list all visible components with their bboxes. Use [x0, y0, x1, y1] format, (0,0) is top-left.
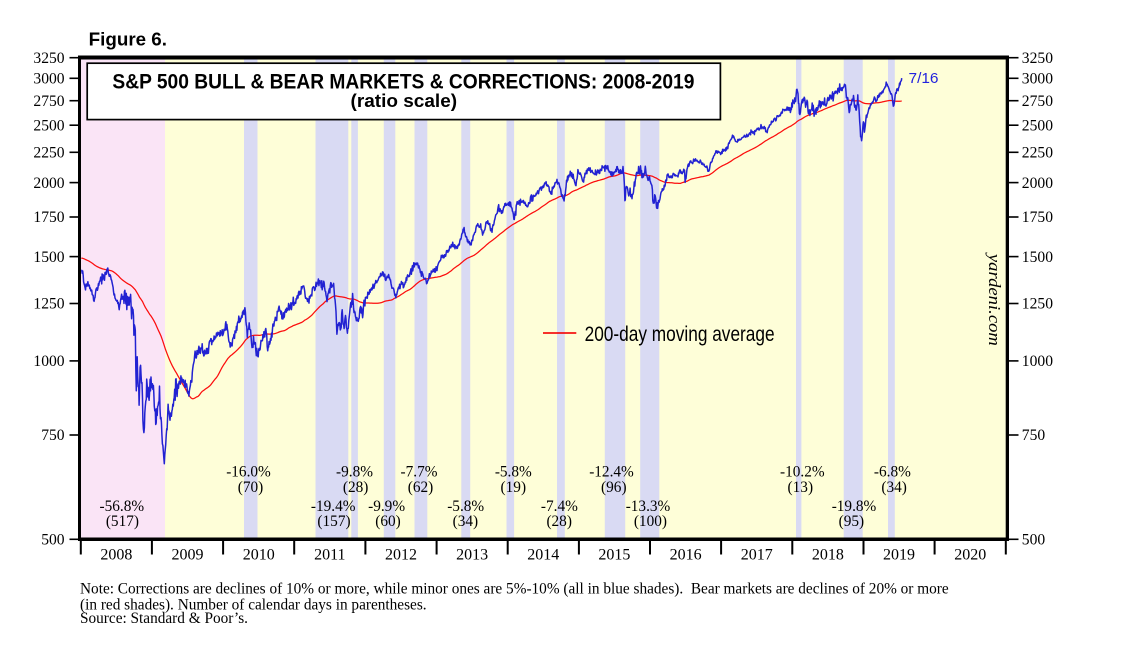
svg-text:2750: 2750 — [33, 93, 64, 110]
svg-text:(13): (13) — [788, 479, 814, 496]
svg-text:3000: 3000 — [33, 71, 64, 88]
svg-text:1250: 1250 — [1022, 296, 1053, 313]
svg-text:-5.8%: -5.8% — [447, 498, 484, 515]
svg-text:-5.8%: -5.8% — [495, 463, 532, 480]
svg-text:(95): (95) — [839, 513, 865, 530]
svg-text:3250: 3250 — [33, 50, 64, 67]
svg-text:200-day moving average: 200-day moving average — [585, 322, 775, 346]
svg-text:-19.4%: -19.4% — [311, 498, 356, 515]
svg-text:-10.2%: -10.2% — [780, 463, 825, 480]
svg-text:2013: 2013 — [456, 547, 488, 564]
svg-text:(517): (517) — [106, 513, 139, 530]
svg-text:-13.3%: -13.3% — [626, 498, 671, 515]
svg-text:-19.8%: -19.8% — [832, 498, 877, 515]
svg-text:-9.8%: -9.8% — [336, 463, 373, 480]
svg-text:-12.4%: -12.4% — [589, 463, 634, 480]
svg-text:(28): (28) — [546, 513, 572, 530]
svg-text:2010: 2010 — [243, 547, 275, 564]
svg-text:2014: 2014 — [527, 547, 559, 564]
svg-text:2500: 2500 — [33, 117, 64, 134]
svg-text:(in red shades). Number of cal: (in red shades). Number of calendar days… — [80, 596, 427, 613]
svg-text:3250: 3250 — [1022, 50, 1053, 67]
svg-text:750: 750 — [41, 427, 65, 444]
svg-text:(ratio scale): (ratio scale) — [351, 90, 458, 111]
svg-text:Figure 6.: Figure 6. — [89, 28, 167, 49]
svg-text:2011: 2011 — [314, 547, 345, 564]
svg-text:2018: 2018 — [812, 547, 844, 564]
svg-text:(34): (34) — [453, 513, 479, 530]
svg-text:2000: 2000 — [33, 175, 64, 192]
svg-text:2000: 2000 — [1022, 175, 1053, 192]
svg-text:2750: 2750 — [1022, 93, 1053, 110]
svg-text:7/16: 7/16 — [909, 71, 939, 87]
svg-text:2015: 2015 — [598, 547, 630, 564]
svg-text:-56.8%: -56.8% — [99, 498, 144, 515]
svg-text:2019: 2019 — [883, 547, 915, 564]
svg-text:2250: 2250 — [33, 145, 64, 162]
svg-text:(19): (19) — [501, 479, 527, 496]
svg-text:2009: 2009 — [172, 547, 204, 564]
svg-text:1750: 1750 — [33, 209, 64, 226]
svg-text:-6.8%: -6.8% — [874, 463, 911, 480]
svg-text:S&P 500 BULL & BEAR MARKETS &: S&P 500 BULL & BEAR MARKETS & CORRECTION… — [112, 70, 694, 94]
svg-text:-16.0%: -16.0% — [226, 463, 271, 480]
svg-text:1000: 1000 — [33, 353, 64, 370]
svg-text:Source: Standard & Poor’s.: Source: Standard & Poor’s. — [80, 610, 248, 627]
svg-text:(96): (96) — [601, 479, 627, 496]
svg-text:-7.4%: -7.4% — [541, 498, 578, 515]
svg-text:(157): (157) — [317, 513, 350, 530]
svg-text:2016: 2016 — [670, 547, 702, 564]
svg-text:2250: 2250 — [1022, 145, 1053, 162]
svg-text:500: 500 — [1022, 532, 1046, 549]
svg-text:1500: 1500 — [1022, 249, 1053, 266]
svg-text:yardeni.com: yardeni.com — [985, 252, 1004, 346]
svg-text:1750: 1750 — [1022, 209, 1053, 226]
svg-text:Note: Corrections are declines: Note: Corrections are declines of 10% or… — [80, 581, 949, 598]
svg-text:500: 500 — [41, 532, 65, 549]
svg-text:2017: 2017 — [741, 547, 773, 564]
svg-text:2500: 2500 — [1022, 117, 1053, 134]
svg-text:-9.9%: -9.9% — [368, 498, 405, 515]
svg-text:3000: 3000 — [1022, 71, 1053, 88]
svg-text:(70): (70) — [238, 479, 264, 496]
svg-text:(62): (62) — [408, 479, 434, 496]
svg-text:(60): (60) — [375, 513, 401, 530]
svg-text:750: 750 — [1022, 427, 1046, 444]
svg-text:(100): (100) — [634, 513, 667, 530]
svg-text:1250: 1250 — [33, 296, 64, 313]
svg-text:1000: 1000 — [1022, 353, 1053, 370]
svg-text:(28): (28) — [343, 479, 369, 496]
svg-text:2012: 2012 — [385, 547, 417, 564]
svg-text:2020: 2020 — [954, 547, 986, 564]
svg-text:(34): (34) — [881, 479, 907, 496]
svg-text:2008: 2008 — [100, 547, 132, 564]
svg-text:1500: 1500 — [33, 249, 64, 266]
svg-text:-7.7%: -7.7% — [401, 463, 438, 480]
